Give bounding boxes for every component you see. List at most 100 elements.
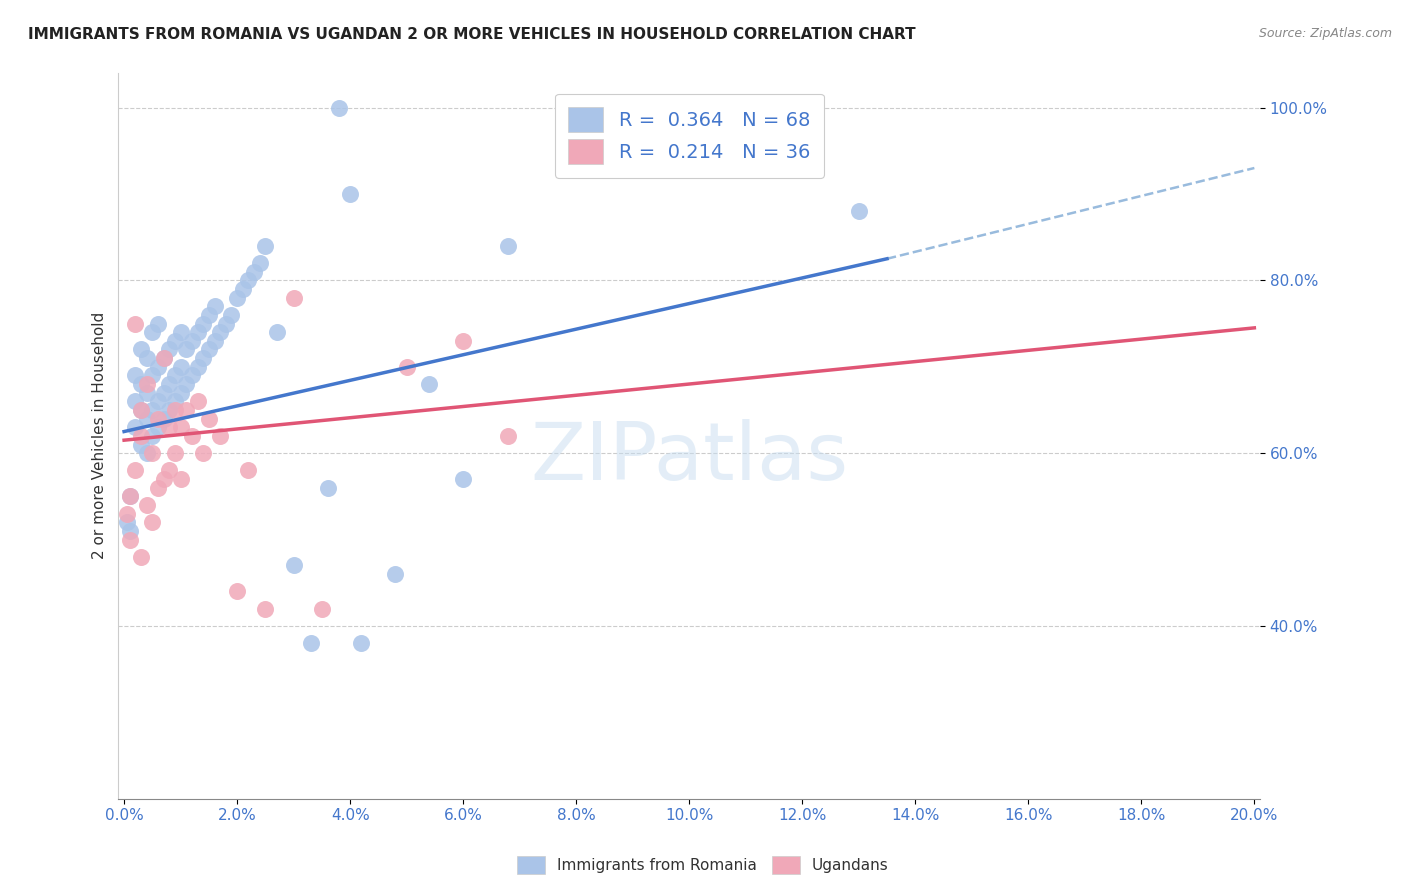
Point — [180, 429, 202, 443]
Point — [141, 429, 163, 443]
Point — [124, 317, 146, 331]
Point — [193, 351, 215, 365]
Point — [146, 420, 169, 434]
Point — [180, 334, 202, 348]
Point — [283, 291, 305, 305]
Point — [169, 420, 191, 434]
Point — [129, 343, 152, 357]
Point — [593, 135, 616, 149]
Point — [226, 584, 249, 599]
Point — [209, 429, 232, 443]
Point — [198, 411, 221, 425]
Point — [118, 524, 141, 538]
Point — [129, 377, 152, 392]
Point — [232, 282, 254, 296]
Point — [221, 308, 243, 322]
Point — [498, 239, 520, 253]
Point — [135, 446, 157, 460]
Point — [152, 351, 174, 365]
Point — [118, 489, 141, 503]
Point — [311, 601, 333, 615]
Point — [135, 351, 157, 365]
Point — [146, 481, 169, 495]
Y-axis label: 2 or more Vehicles in Household: 2 or more Vehicles in Household — [93, 312, 107, 559]
Point — [157, 343, 180, 357]
Point — [118, 533, 141, 547]
Point — [152, 385, 174, 400]
Point — [146, 317, 169, 331]
Point — [135, 385, 157, 400]
Point — [163, 403, 186, 417]
Point — [204, 334, 226, 348]
Point — [384, 567, 406, 582]
Point — [350, 636, 373, 650]
Point — [124, 368, 146, 383]
Point — [187, 359, 209, 374]
Point — [187, 325, 209, 339]
Point — [141, 325, 163, 339]
Point — [141, 446, 163, 460]
Point — [169, 359, 191, 374]
Point — [124, 420, 146, 434]
Point — [395, 359, 418, 374]
Point — [174, 403, 197, 417]
Point — [124, 394, 146, 409]
Point — [283, 558, 305, 573]
Point — [146, 394, 169, 409]
Point — [451, 334, 474, 348]
Point — [169, 385, 191, 400]
Point — [152, 351, 174, 365]
Point — [193, 317, 215, 331]
Point — [169, 325, 191, 339]
Point — [254, 239, 277, 253]
Point — [152, 411, 174, 425]
Point — [193, 446, 215, 460]
Point — [141, 403, 163, 417]
Point — [129, 549, 152, 564]
Point — [198, 308, 221, 322]
Point — [249, 256, 271, 270]
Point — [157, 463, 180, 477]
Point — [129, 437, 152, 451]
Point — [163, 446, 186, 460]
Point — [163, 368, 186, 383]
Point — [848, 204, 870, 219]
Point — [135, 377, 157, 392]
Point — [299, 636, 322, 650]
Point — [152, 472, 174, 486]
Point — [498, 429, 520, 443]
Point — [115, 507, 138, 521]
Point — [226, 291, 249, 305]
Point — [243, 265, 266, 279]
Point — [129, 429, 152, 443]
Point — [129, 403, 152, 417]
Point — [124, 463, 146, 477]
Point — [174, 343, 197, 357]
Point — [157, 377, 180, 392]
Point — [129, 403, 152, 417]
Point — [204, 299, 226, 313]
Point — [187, 394, 209, 409]
Point — [266, 325, 288, 339]
Point — [163, 334, 186, 348]
Point — [215, 317, 238, 331]
Point — [418, 377, 440, 392]
Point — [141, 368, 163, 383]
Point — [135, 498, 157, 512]
Legend: Immigrants from Romania, Ugandans: Immigrants from Romania, Ugandans — [512, 850, 894, 880]
Point — [198, 343, 221, 357]
Point — [157, 403, 180, 417]
Point — [157, 420, 180, 434]
Legend: R =  0.364   N = 68, R =  0.214   N = 36: R = 0.364 N = 68, R = 0.214 N = 36 — [554, 94, 824, 178]
Point — [238, 463, 260, 477]
Point — [339, 186, 361, 201]
Point — [141, 516, 163, 530]
Point — [209, 325, 232, 339]
Point — [174, 377, 197, 392]
Point — [254, 601, 277, 615]
Point — [163, 394, 186, 409]
Point — [115, 516, 138, 530]
Point — [238, 273, 260, 287]
Point — [180, 368, 202, 383]
Text: ZIPatlas: ZIPatlas — [530, 418, 848, 497]
